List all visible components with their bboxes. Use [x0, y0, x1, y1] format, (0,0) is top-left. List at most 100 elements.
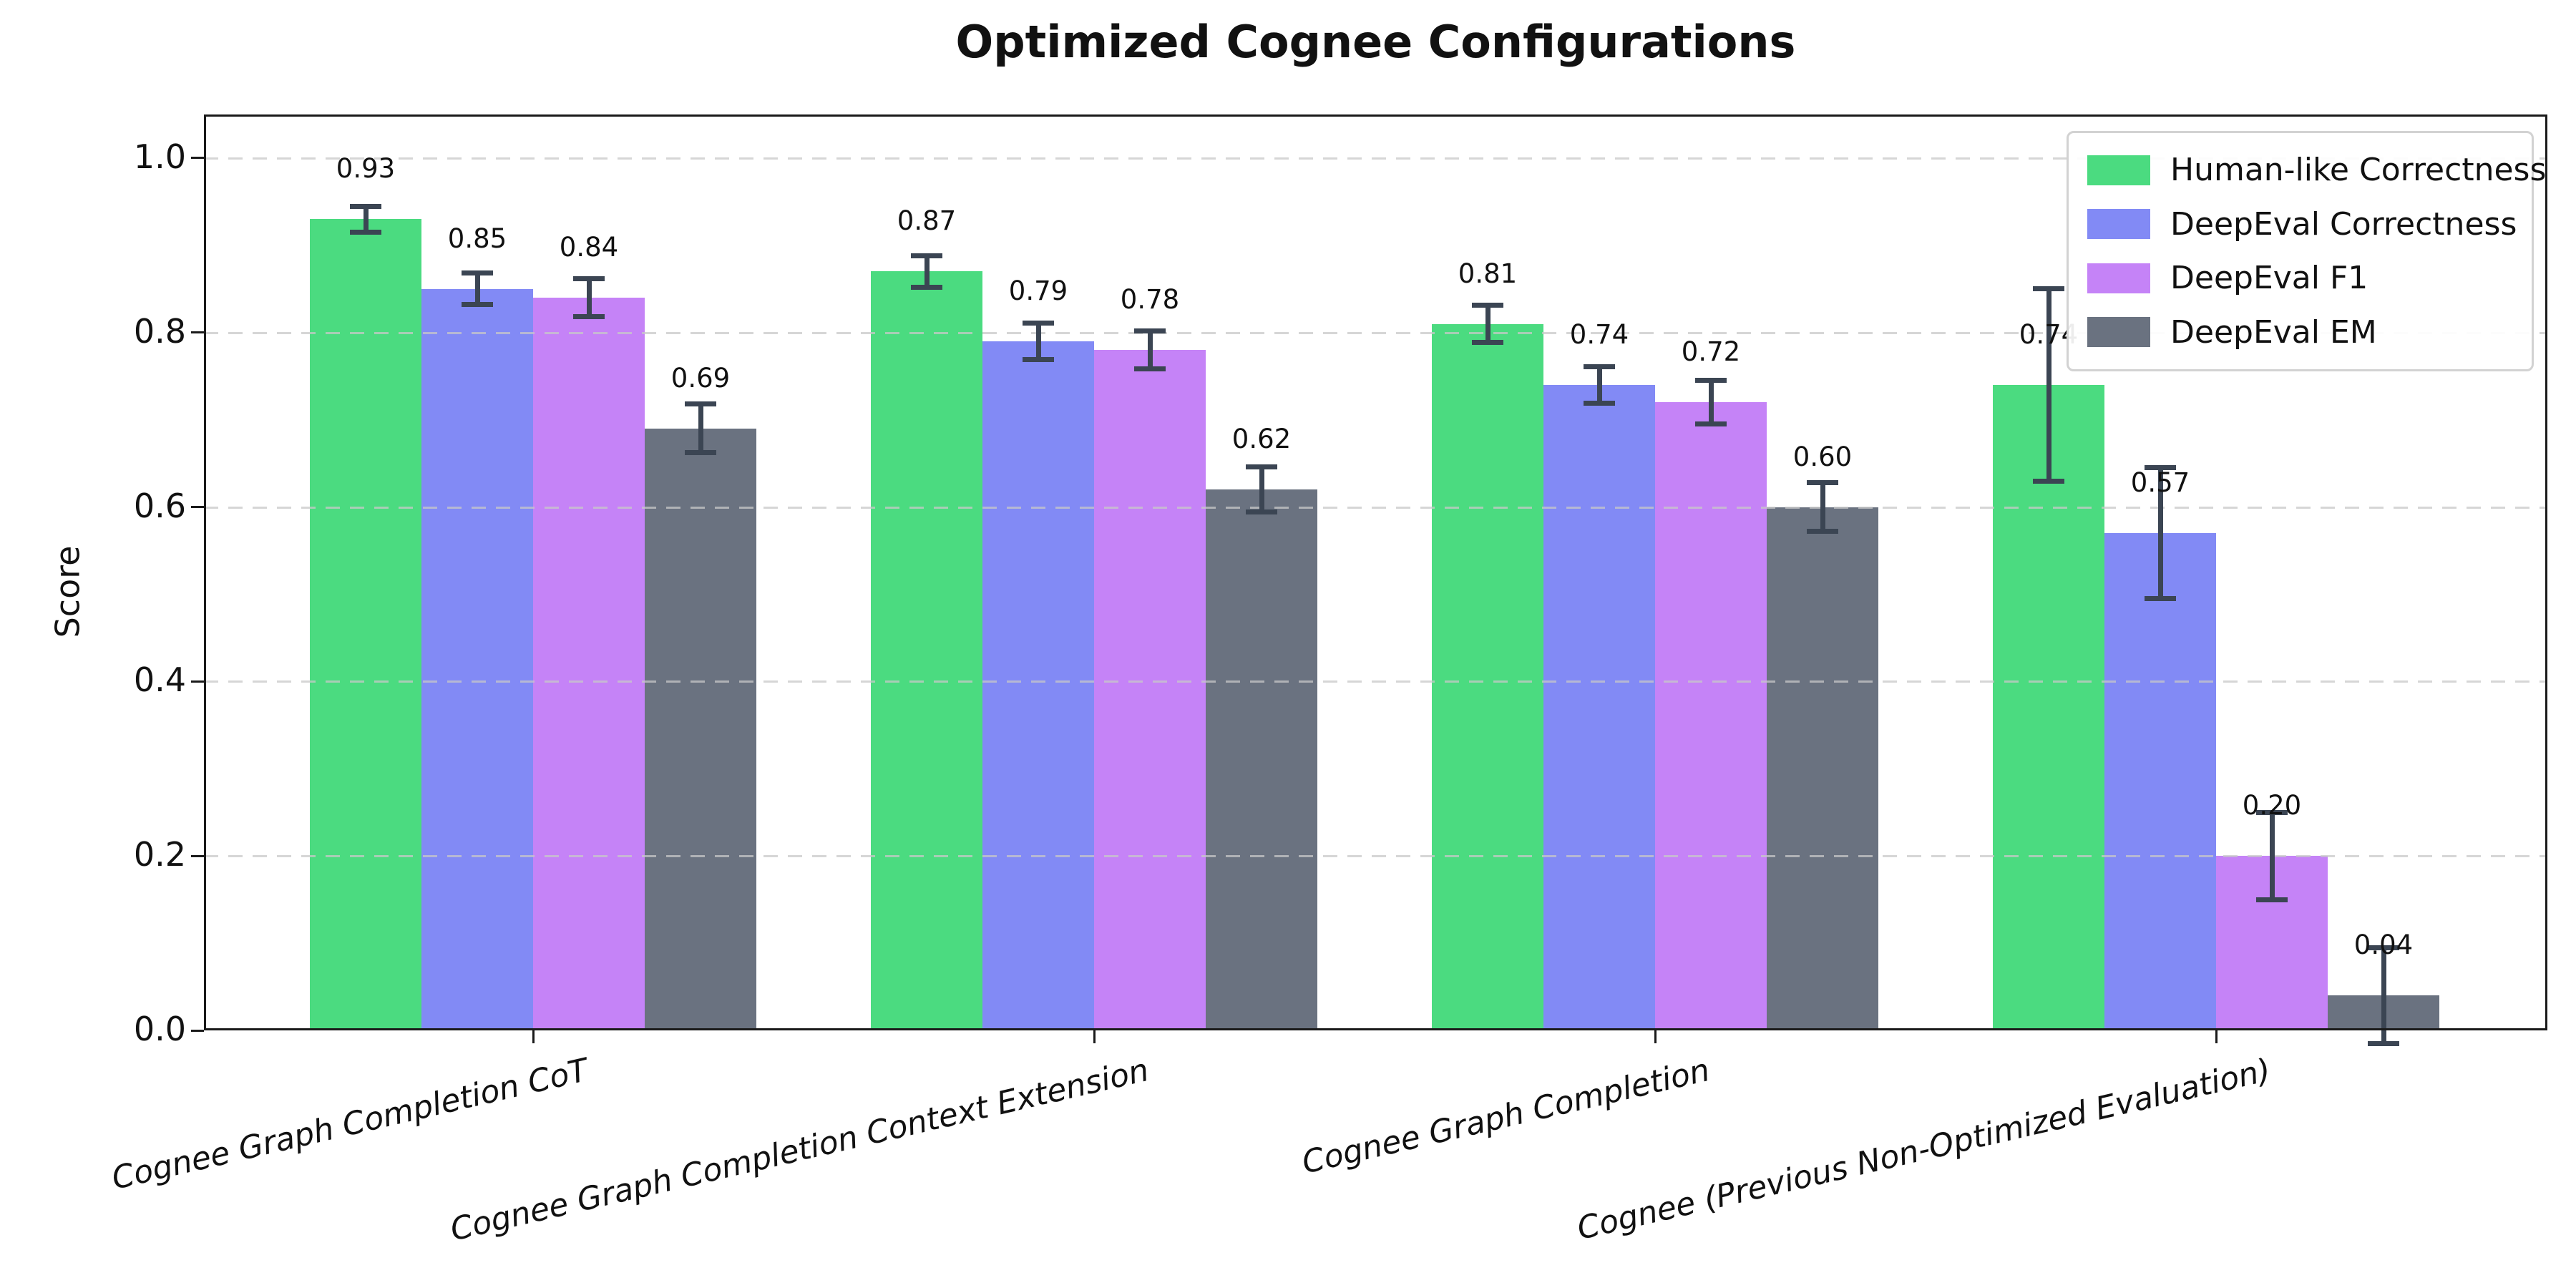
x-tick-label: Cognee Graph Completion CoT	[108, 1052, 592, 1197]
bar-value-label: 0.74	[1569, 318, 1629, 350]
error-bar-cap	[911, 253, 942, 258]
x-tick-label: Cognee Graph Completion	[1299, 1052, 1714, 1181]
legend-item: DeepEval EM	[2087, 314, 2513, 351]
y-tick-label: 0.8	[133, 311, 186, 351]
x-tick-mark	[1654, 1030, 1657, 1043]
error-bar-cap	[2368, 1040, 2399, 1046]
x-tick-mark	[2215, 1030, 2218, 1043]
chart-title: Optimized Cognee Configurations	[955, 16, 1796, 68]
bar-value-label: 0.62	[1231, 424, 1292, 455]
x-tick-mark	[532, 1030, 535, 1043]
gridline	[204, 157, 2547, 160]
error-bar-cap	[350, 203, 381, 209]
error-bar-cap	[1472, 303, 1503, 308]
error-bar-cap	[1695, 378, 1727, 384]
bar	[1432, 323, 1543, 1030]
error-bar-cap	[462, 270, 493, 276]
bar	[1767, 507, 1878, 1030]
gridline	[204, 506, 2547, 509]
legend-label: DeepEval F1	[2170, 260, 2368, 297]
error-bar	[363, 206, 369, 233]
error-bar	[1147, 331, 1153, 369]
bar-value-label: 0.79	[1008, 275, 1068, 306]
bar	[1094, 350, 1206, 1030]
error-bar-cap	[911, 284, 942, 290]
error-bar	[1820, 482, 1825, 532]
legend-label: DeepEval EM	[2170, 313, 2377, 351]
legend-label: DeepEval Correctness	[2170, 205, 2517, 243]
error-bar-cap	[573, 314, 605, 320]
bar	[421, 288, 533, 1030]
bar-value-label: 0.85	[447, 223, 507, 254]
bar	[2104, 533, 2216, 1030]
y-tick-mark	[191, 157, 204, 160]
bar	[982, 341, 1094, 1030]
error-bar	[2381, 947, 2386, 1044]
error-bar	[698, 404, 703, 453]
y-tick-mark	[191, 506, 204, 509]
plot-area: 0.93 0.87 0.81 0.74 0.85 0.79 0.74 0.57 0.84 0.78…	[204, 114, 2547, 1046]
legend-item: DeepEval F1	[2087, 260, 2513, 296]
error-bar	[1035, 323, 1041, 360]
error-bar-cap	[1584, 364, 1615, 369]
error-bar-cap	[2145, 465, 2176, 471]
error-bar	[1485, 305, 1491, 343]
bar-value-label: 0.72	[1681, 336, 1741, 368]
y-tick-mark	[191, 331, 204, 334]
bar-value-label: 0.93	[336, 153, 396, 185]
error-bar-cap	[685, 401, 716, 407]
gridline	[204, 855, 2547, 858]
error-bar	[586, 278, 592, 317]
error-bar	[1259, 467, 1264, 512]
bar-value-label: 0.81	[1458, 258, 1518, 289]
error-bar	[2157, 467, 2163, 599]
error-bar-cap	[1807, 529, 1838, 535]
legend-label: Human-like Correctness	[2170, 152, 2547, 189]
error-bar-cap	[1695, 421, 1727, 427]
gridline	[204, 680, 2547, 683]
x-tick-mark	[1093, 1030, 1096, 1043]
legend-swatch	[2087, 209, 2150, 240]
bar-value-label: 0.78	[1120, 284, 1180, 316]
error-bar-cap	[685, 450, 716, 456]
bar-value-label: 0.87	[897, 205, 957, 237]
bar-value-label: 0.20	[2242, 790, 2302, 821]
error-bar-cap	[1023, 320, 1054, 326]
error-bar	[1708, 380, 1714, 424]
error-bar	[924, 255, 930, 288]
bar-value-label: 0.04	[2353, 930, 2414, 961]
error-bar	[2269, 812, 2275, 900]
bar-value-label: 0.57	[2130, 467, 2190, 499]
error-bar-cap	[2145, 596, 2176, 602]
legend-swatch	[2087, 317, 2150, 348]
error-bar-cap	[1807, 479, 1838, 485]
bar	[310, 219, 421, 1030]
bar	[645, 428, 756, 1030]
error-bar	[1596, 366, 1602, 404]
error-bar	[2046, 288, 2051, 481]
error-bar-cap	[2256, 809, 2288, 815]
bar	[1655, 402, 1767, 1030]
y-tick-mark	[191, 680, 204, 683]
error-bar-cap	[573, 275, 605, 281]
error-bar-cap	[462, 302, 493, 308]
bar	[1993, 384, 2104, 1030]
error-bar-cap	[350, 230, 381, 235]
error-bar-cap	[2256, 897, 2288, 902]
gridline	[204, 331, 2547, 334]
legend-item: DeepEval Correctness	[2087, 206, 2517, 243]
error-bar-cap	[2368, 945, 2399, 950]
error-bar-cap	[1023, 357, 1054, 363]
error-bar-cap	[1472, 339, 1503, 345]
y-tick-label: 0.0	[133, 1010, 186, 1048]
legend-swatch	[2087, 155, 2150, 185]
bar	[871, 271, 982, 1030]
y-tick-label: 0.6	[133, 486, 186, 525]
y-tick-label: 1.0	[133, 137, 186, 176]
legend-swatch	[2087, 263, 2150, 293]
error-bar-cap	[1584, 401, 1615, 406]
legend-item: Human-like Correctness	[2087, 152, 2546, 188]
bar-value-label: 0.60	[1792, 441, 1853, 472]
y-tick-label: 0.4	[133, 660, 186, 700]
y-tick-mark	[191, 1029, 204, 1032]
